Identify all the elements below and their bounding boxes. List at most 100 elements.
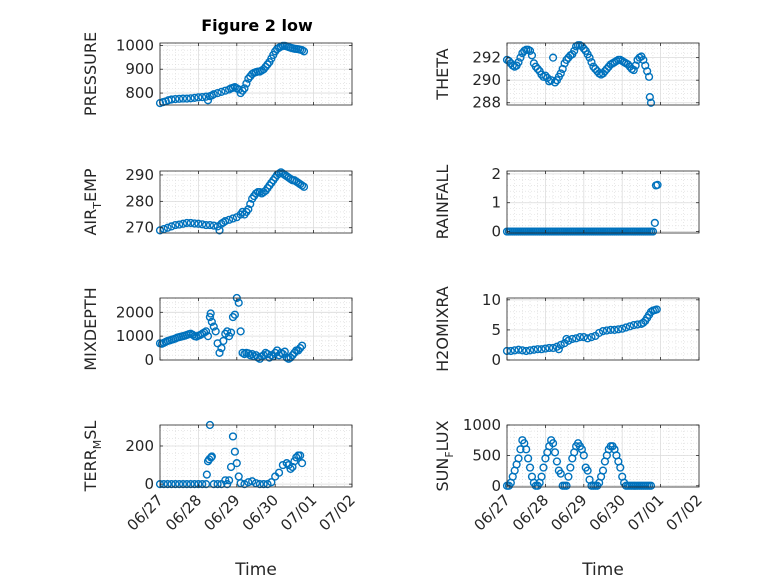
data-point [541,71,550,80]
y-axis-label-main: THETA [433,48,452,100]
data-point [255,480,264,489]
data-point [211,327,220,336]
data-point [182,480,191,489]
axes-background [507,171,699,233]
y-tick-label: 280 [125,192,154,210]
y-tick-label: 1000 [116,327,154,345]
data-point [230,447,239,456]
y-axis-label: SUNFLUX [433,420,456,491]
data-point [244,478,253,487]
data-point [167,222,176,231]
data-point [242,79,251,88]
data-point [529,345,538,354]
data-point [514,345,523,354]
y-tick-label: 900 [125,60,154,78]
data-point [194,480,203,489]
y-tick-label: 1 [491,194,501,212]
data-point [190,93,199,102]
data-point [209,221,218,230]
data-point [587,333,596,342]
data-point [297,459,307,468]
y-axis-label-main: RAINFALL [433,165,452,240]
data-point [215,348,224,357]
data-point [175,94,184,103]
data-point [207,452,216,461]
data-point [550,78,560,87]
data-point [524,454,533,463]
data-point [232,459,241,468]
axes-box [506,170,700,234]
data-point [278,460,287,470]
data-point [292,453,301,462]
data-point [537,70,546,79]
data-point [209,322,218,331]
data-point [248,349,257,359]
data-point [248,477,257,486]
data-point [286,464,295,473]
data-point [202,470,211,479]
axes-box [506,297,700,361]
axes-box [506,424,700,488]
data-point [198,480,207,489]
y-tick-label: 0 [144,475,154,493]
y-axis-label: PRESSURE [81,32,100,116]
data-point [537,345,546,354]
data-point [251,479,261,488]
data-point [518,346,527,355]
data-point [201,327,211,336]
y-tick-label: 290 [125,166,154,184]
data-point [194,93,203,102]
data-point [648,227,658,236]
data-point [533,64,542,74]
data-point [217,87,226,96]
y-tick-label: 0 [144,351,154,369]
data-point [650,218,659,228]
data-point [175,480,184,489]
data-point [621,323,631,332]
data-point [629,320,638,330]
y-axis-label-tail: LUX [433,420,452,451]
data-point [206,309,215,318]
data-point [548,53,558,62]
data-point [198,220,207,229]
data-point [296,451,305,460]
data-point [564,472,573,481]
data-point [575,333,585,342]
data-point [541,344,550,353]
data-point [525,463,535,472]
data-point [629,65,638,75]
data-point [570,46,579,55]
y-axis-label-tail: SL [81,421,100,440]
y-axis-label: MIXDEPTH [81,287,100,370]
data-point [225,215,234,224]
data-point [167,95,176,104]
data-point [171,480,180,489]
data-point [556,69,565,78]
y-axis-label-subscript: M [91,440,104,450]
data-point [587,58,596,67]
y-tick-label: 500 [472,446,501,464]
data-point [182,94,191,103]
y-tick-label: 270 [125,219,154,237]
y-tick-label: 200 [125,437,154,455]
data-point [562,334,571,344]
axes-box [159,170,353,234]
data-point [297,341,307,350]
data-point [186,480,195,489]
data-point [163,480,172,489]
data-point [223,327,232,336]
data-point [568,334,577,344]
data-point [213,88,222,98]
y-tick-label: 800 [125,84,154,102]
data-point [178,94,188,103]
data-point [244,205,253,214]
data-point [572,334,581,343]
y-tick-label: 0 [491,223,501,241]
data-point [221,217,230,226]
y-tick-label: 1000 [463,416,501,434]
y-axis-label: TERRMSL [81,421,104,493]
x-axis-label: Time [581,560,624,580]
data-point [566,463,575,472]
data-point [618,324,627,333]
